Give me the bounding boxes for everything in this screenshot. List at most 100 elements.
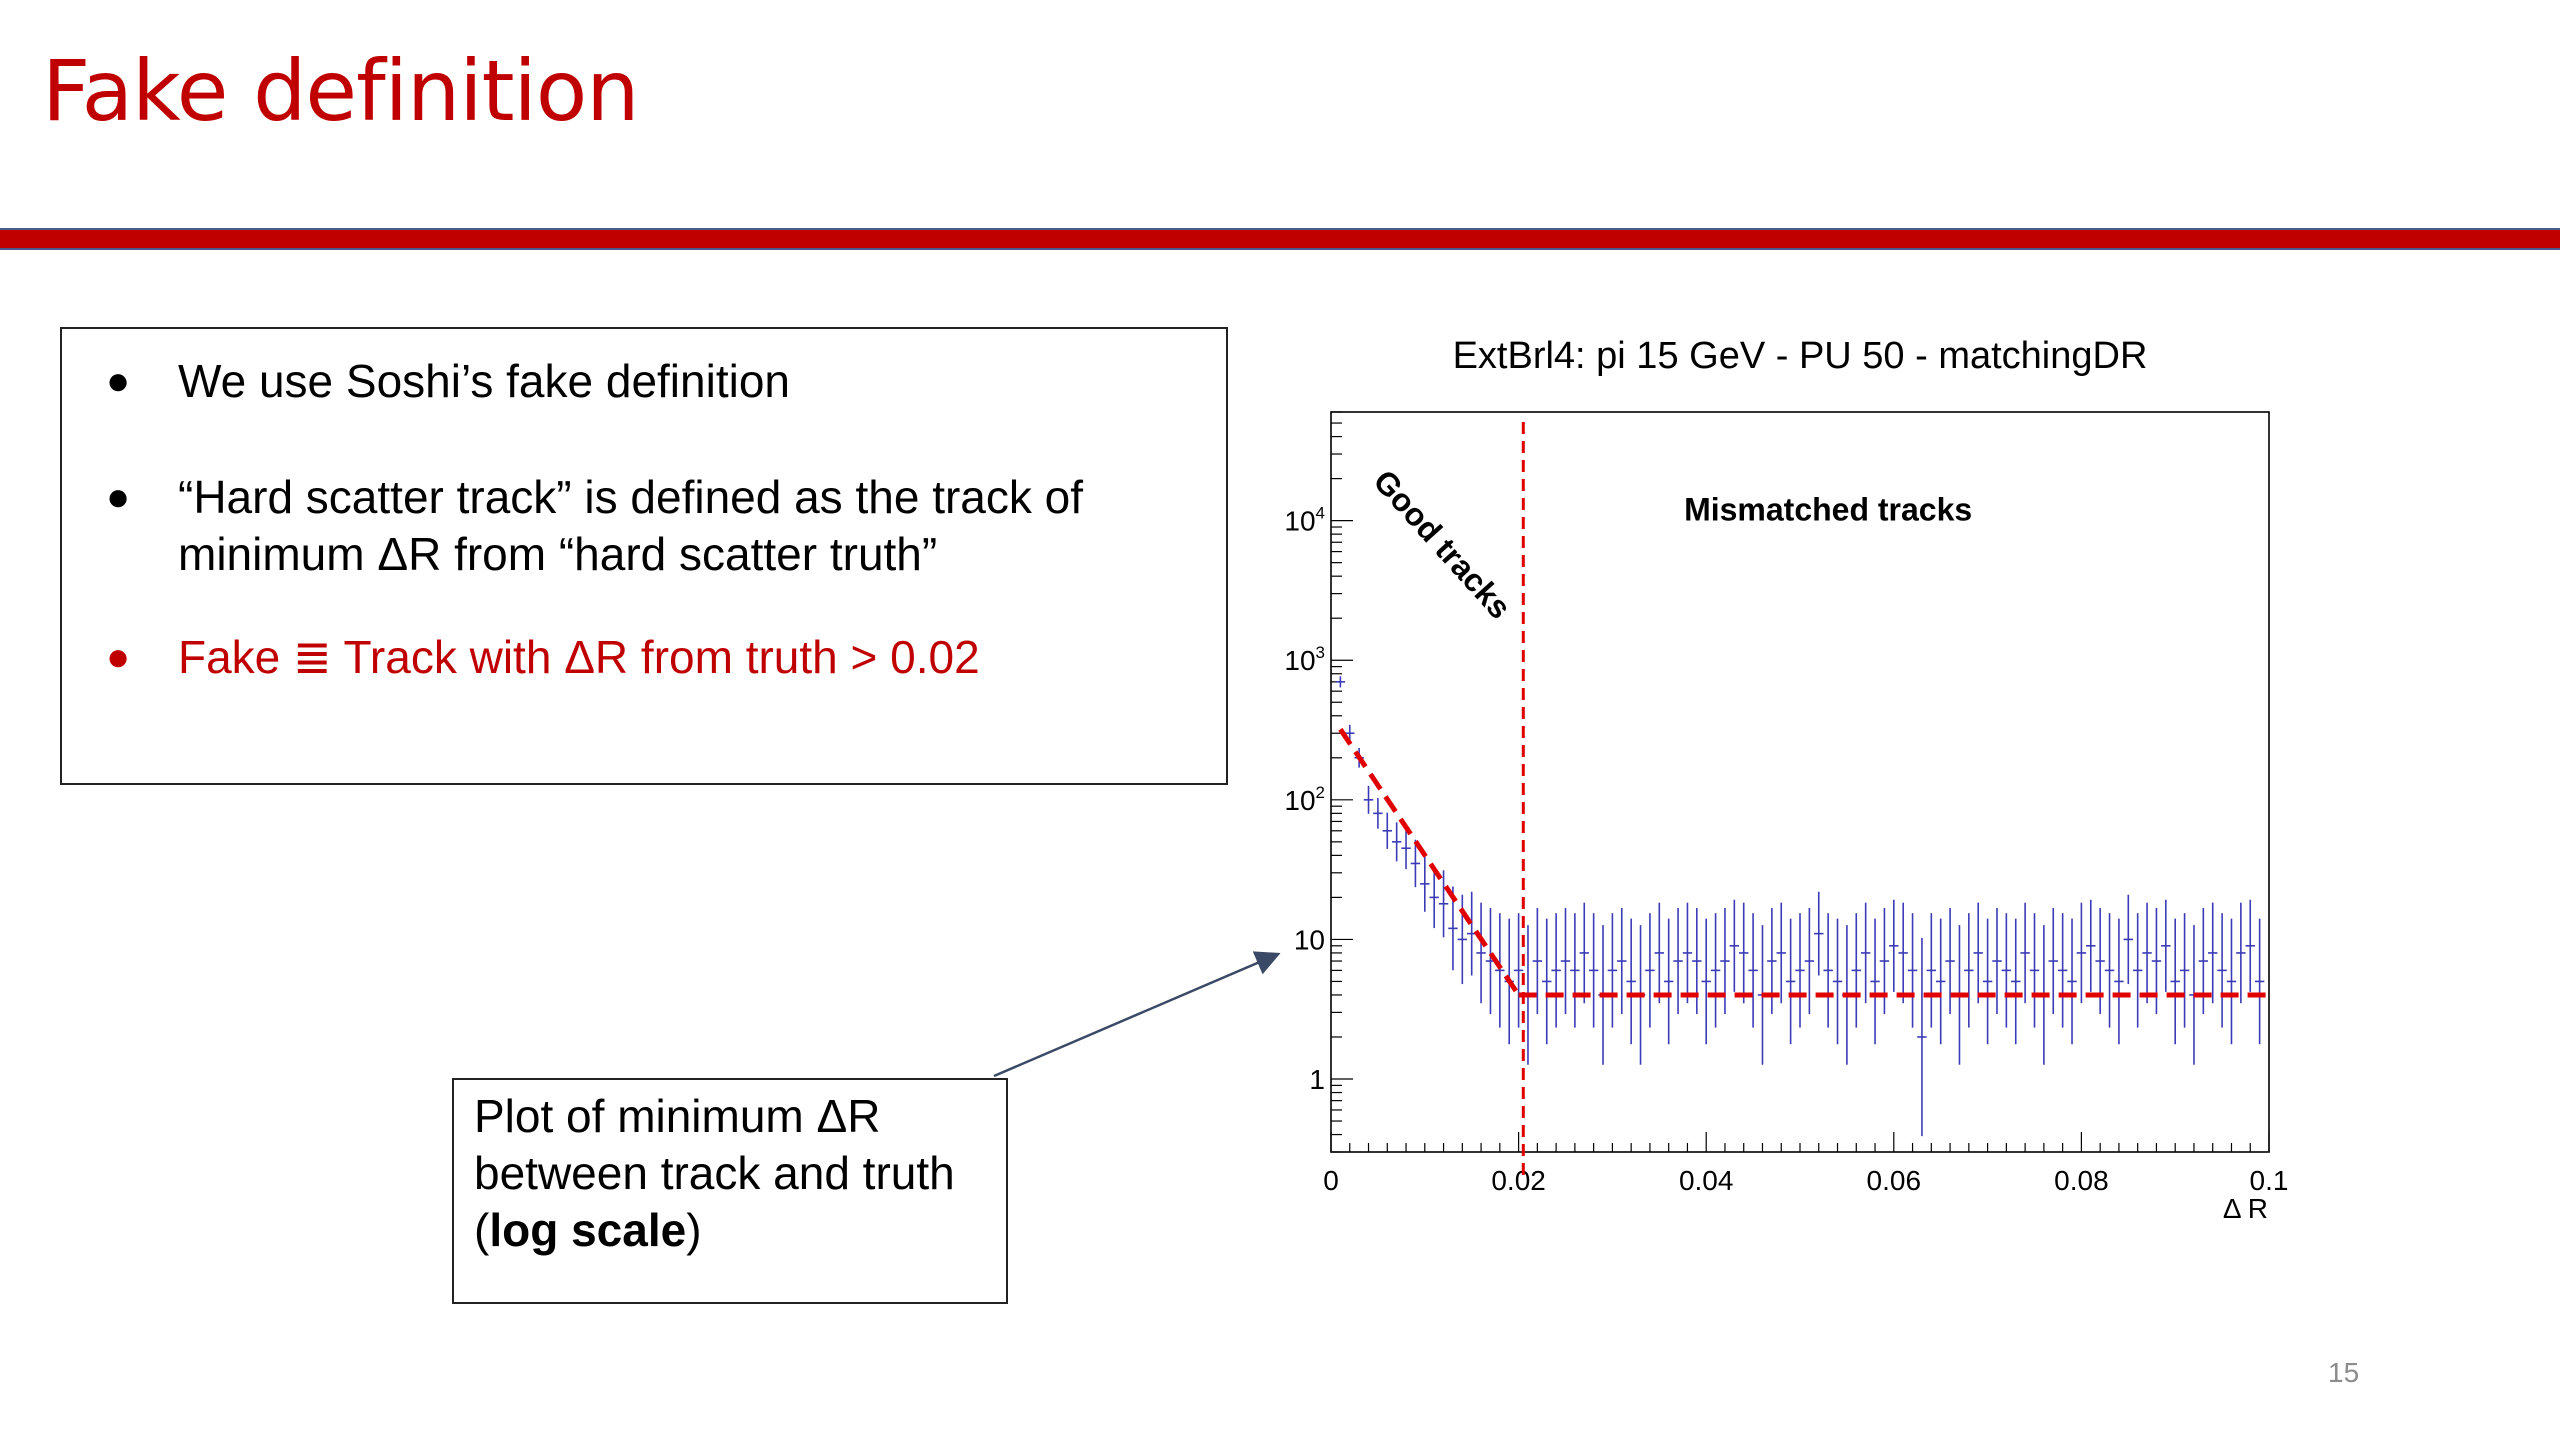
title-divider	[0, 228, 2560, 250]
bullet-text: “Hard scatter track” is defined as the t…	[178, 471, 1084, 580]
plot-callout: Plot of minimum ΔR between track and tru…	[452, 1078, 1008, 1304]
data-point	[1570, 913, 1580, 1028]
data-point	[1729, 899, 1740, 992]
data-point	[2104, 913, 2115, 1028]
data-point	[1701, 918, 1711, 1045]
data-point	[2114, 918, 2124, 1045]
data-point	[1373, 797, 1383, 829]
data-point	[2142, 902, 2152, 1004]
data-point	[2254, 918, 2265, 1045]
data-point	[1663, 918, 1674, 1045]
data-point	[1532, 907, 1543, 1015]
data-point	[1692, 907, 1702, 1015]
data-point	[1936, 918, 1946, 1045]
callout-line: Plot of minimum ΔR	[474, 1090, 881, 1142]
y-tick-label: 102	[1284, 783, 1325, 816]
annotation-mismatched-tracks: Mismatched tracks	[1684, 492, 1972, 528]
callout-paren: (	[474, 1204, 490, 1256]
bullet-text: Fake ≣ Track with ΔR from truth > 0.02	[178, 631, 980, 683]
x-tick-label: 0.08	[2054, 1165, 2109, 1196]
data-point	[1814, 891, 1824, 976]
data-point	[1542, 918, 1552, 1045]
data-point	[1982, 918, 1993, 1045]
data-point	[2198, 907, 2209, 1015]
data-point	[2179, 913, 2190, 1028]
data-point	[1776, 902, 1786, 1004]
data-point	[1410, 839, 1421, 888]
data-point	[1992, 907, 2002, 1015]
x-tick-label: 0.02	[1491, 1165, 1546, 1196]
data-point	[1551, 913, 1561, 1028]
bullet-box: ● We use Soshi’s fake definition ● “Hard…	[60, 327, 1228, 785]
data-point	[1363, 785, 1374, 814]
data-point	[1879, 907, 1890, 1015]
data-point	[2086, 899, 2096, 992]
data-point	[2151, 907, 2162, 1015]
x-axis-label: Δ R	[2223, 1193, 2268, 1224]
data-point	[1438, 870, 1449, 938]
data-point	[1607, 913, 1618, 1028]
data-point	[1917, 937, 1927, 1137]
data-point	[2208, 902, 2218, 1004]
data-point	[1617, 907, 1627, 1015]
data-point	[2236, 902, 2246, 1004]
bullet-dot-icon: ●	[106, 475, 131, 519]
data-point	[1429, 866, 1439, 929]
data-point	[2123, 894, 2133, 985]
data-point	[2245, 899, 2255, 992]
data-point	[1795, 913, 1805, 1028]
data-point	[2095, 907, 2105, 1015]
annotation-good-tracks: Good tracks	[1367, 463, 1519, 626]
bullet-dot-icon: ●	[106, 635, 131, 679]
data-point	[1823, 913, 1833, 1028]
slide-title: Fake definition	[42, 42, 640, 140]
bullet-dot-icon: ●	[106, 359, 131, 403]
log-scale-chart: ExtBrl4: pi 15 GeV - PU 50 - matchingDR …	[1284, 335, 2288, 1224]
data-point	[1889, 899, 1899, 992]
data-point	[1626, 918, 1636, 1045]
data-point	[2048, 907, 2058, 1015]
data-point	[1898, 902, 1908, 1004]
data-point	[1964, 913, 1974, 1028]
data-point	[2001, 913, 2012, 1028]
data-point	[1860, 902, 1871, 1004]
data-point	[2020, 902, 2030, 1004]
data-point	[2029, 913, 2040, 1028]
chart-title: ExtBrl4: pi 15 GeV - PU 50 - matchingDR	[1453, 335, 2148, 377]
data-point	[2226, 918, 2237, 1045]
y-tick-label: 104	[1284, 504, 1325, 537]
data-point	[2217, 913, 2227, 1028]
data-point	[1710, 913, 1721, 1028]
data-point	[1945, 907, 1955, 1015]
data-point	[1391, 822, 1402, 862]
data-point	[1476, 902, 1486, 1004]
data-point	[1926, 913, 1937, 1028]
data-point	[1804, 907, 1815, 1015]
data-point	[1335, 676, 1346, 688]
callout-bold-text: log scale	[489, 1204, 687, 1256]
data-point	[1720, 907, 1730, 1015]
data-point	[1588, 913, 1599, 1028]
page-number: 15	[2328, 1357, 2360, 1388]
data-point	[2057, 913, 2068, 1028]
callout-paren: )	[686, 1204, 702, 1256]
x-tick-label: 0	[1323, 1165, 1339, 1196]
y-tick-label: 103	[1284, 643, 1325, 676]
data-point	[1748, 913, 1758, 1028]
data-point	[1832, 918, 1843, 1045]
data-point	[1673, 907, 1683, 1015]
data-point	[1739, 902, 1749, 1004]
data-point	[1645, 913, 1655, 1028]
x-tick-label: 0.06	[1867, 1165, 1922, 1196]
callout-line: between track and truth	[474, 1147, 955, 1199]
data-point	[2011, 918, 2021, 1045]
data-point	[1907, 913, 1918, 1028]
data-point	[1513, 913, 1524, 1028]
data-point	[1495, 913, 1505, 1028]
data-point	[1401, 827, 1411, 870]
callout-line: (log scale)	[474, 1202, 1006, 1259]
data-point	[2076, 902, 2087, 1004]
y-tick-label: 10	[1294, 924, 1325, 955]
data-point	[1767, 907, 1777, 1015]
data-point	[1973, 902, 1983, 1004]
